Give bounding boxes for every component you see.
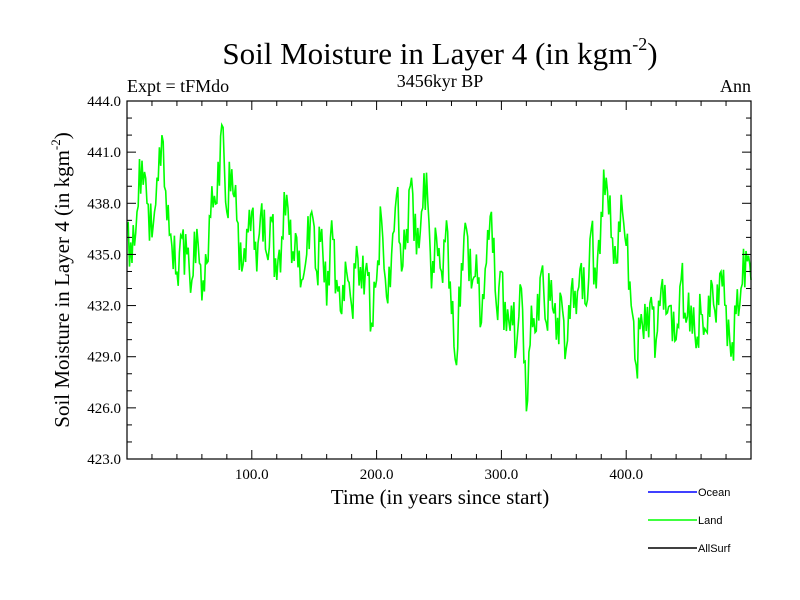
y-tick-label: 423.0	[87, 452, 121, 468]
chart-title-suffix: )	[647, 36, 657, 71]
experiment-label: Expt = tFMdo	[127, 76, 229, 96]
y-tick-label: 429.0	[87, 350, 121, 366]
y-tick-label: 432.0	[87, 299, 121, 315]
chart-title: Soil Moisture in Layer 4 (in kgm-2)	[222, 34, 657, 71]
series-layer	[126, 122, 752, 412]
legend: Ocean Land AllSurf	[648, 487, 731, 555]
y-axis-label-suffix: )	[50, 132, 74, 139]
chart-title-main: Soil Moisture in Layer 4 (in kgm	[222, 36, 632, 71]
x-tick-label: 200.0	[360, 467, 394, 483]
legend-label: Ocean	[698, 487, 730, 499]
plot-frame	[126, 100, 752, 460]
y-tick-label: 435.0	[87, 247, 121, 263]
season-label: Ann	[720, 76, 751, 96]
x-axis-label: Time (in years since start)	[331, 485, 550, 509]
y-axis-label: Soil Moisture in Layer 4 (in kgm-2)	[48, 132, 74, 427]
legend-item-ocean: Ocean	[648, 487, 730, 499]
period-label: 3456kyr BP	[397, 71, 484, 91]
chart-title-exponent: -2	[632, 34, 647, 54]
legend-item-allsurf: AllSurf	[648, 543, 731, 555]
x-tick-label: 400.0	[609, 467, 643, 483]
y-tick-label: 444.0	[87, 94, 121, 110]
series-line-land	[126, 122, 752, 412]
x-tick-label: 100.0	[235, 467, 269, 483]
legend-label: AllSurf	[698, 543, 731, 555]
legend-label: Land	[698, 515, 722, 527]
ticks-layer: 423.0 426.0 429.0 432.0 435.0 438.0 441.0 444.0…	[87, 94, 751, 483]
legend-item-land: Land	[648, 515, 722, 527]
y-tick-label: 441.0	[87, 145, 121, 161]
y-tick-label: 426.0	[87, 401, 121, 417]
x-tick-label: 300.0	[485, 467, 519, 483]
y-tick-label: 438.0	[87, 196, 121, 212]
y-axis-label-main: Soil Moisture in Layer 4 (in kgm	[50, 150, 74, 428]
y-axis-label-exponent: -2	[48, 139, 63, 150]
